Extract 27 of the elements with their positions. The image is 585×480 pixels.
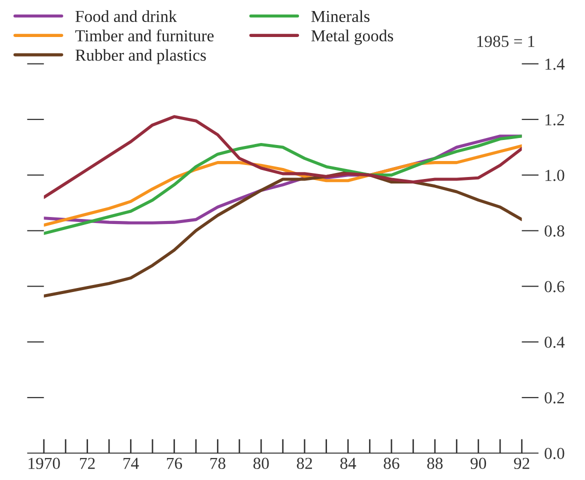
legend-label: Food and drink xyxy=(75,10,177,22)
y-tick-label: 0.0 xyxy=(544,448,564,460)
legend-label: Metal goods xyxy=(311,30,394,45)
legend-label: Minerals xyxy=(311,10,370,22)
y-tick-label: 0.6 xyxy=(544,280,564,292)
x-tick-label: 92 xyxy=(514,458,530,470)
legend-label: Timber and furniture xyxy=(75,30,214,42)
x-tick-label: 86 xyxy=(384,458,400,470)
y-tick-label: 1.2 xyxy=(546,114,564,126)
x-tick-label: 82 xyxy=(296,458,312,470)
text: 1985 = 1 xyxy=(477,36,534,48)
y-tick-label: 1.0 xyxy=(546,170,564,182)
x-tick-label: 80 xyxy=(253,458,269,470)
x-tick-label: 76 xyxy=(166,458,182,470)
x-tick-label: 90 xyxy=(470,458,486,470)
x-tick-label: 72 xyxy=(80,458,95,469)
y-tick-label: 0.4 xyxy=(544,336,565,348)
x-tick-label: 88 xyxy=(427,458,443,470)
x-tick-label: 78 xyxy=(210,458,226,470)
x-tick-label: 74 xyxy=(124,458,139,469)
y-tick-label: 0.8 xyxy=(544,225,564,237)
y-tick-label: 0.2 xyxy=(544,392,564,404)
line-series xyxy=(44,115,522,199)
y-tick-label: 1.4 xyxy=(546,58,565,70)
legend-label: Rubber and plastics xyxy=(75,49,206,64)
x-tick-label: 84 xyxy=(340,458,356,470)
x-tick-label: 1970 xyxy=(28,458,60,470)
